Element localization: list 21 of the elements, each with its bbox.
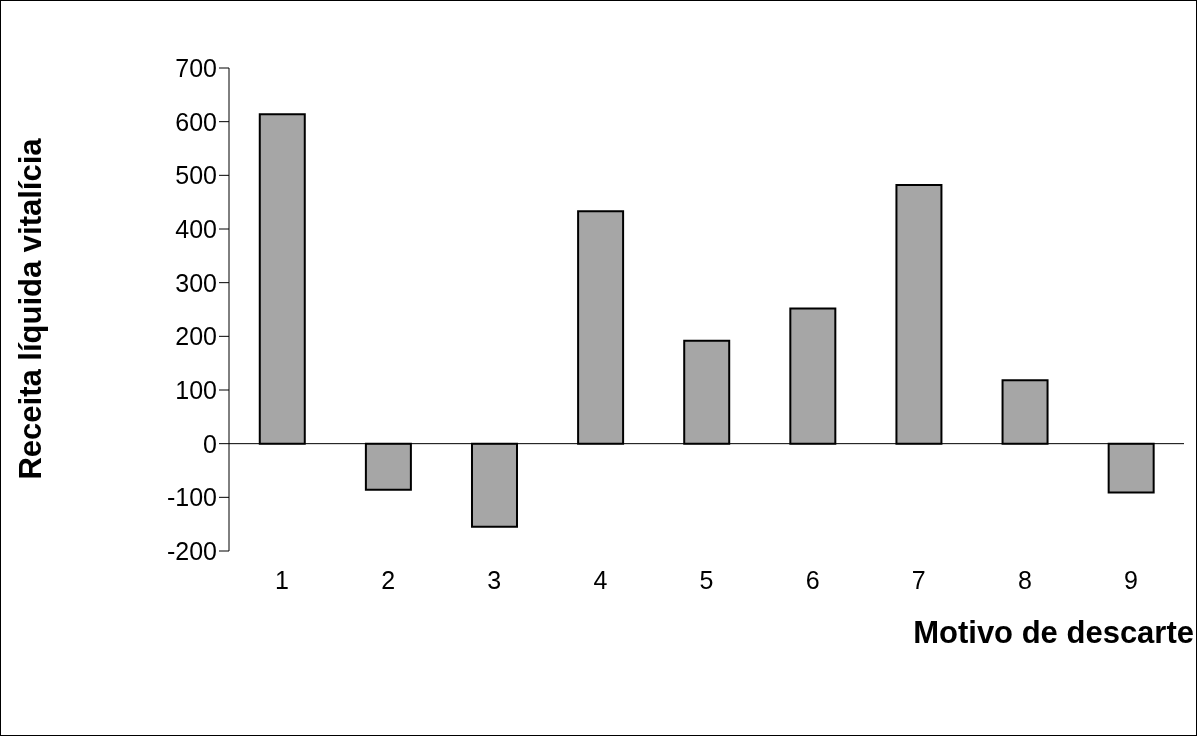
x-tick-label: 5: [699, 565, 714, 594]
y-tick-label: 500: [175, 161, 217, 190]
x-tick-label: 2: [381, 565, 396, 594]
y-tick-label: 0: [203, 429, 217, 458]
x-tick-label: 1: [275, 565, 290, 594]
x-tick-label: 6: [805, 565, 820, 594]
y-axis-title: Receita líquida vitalícia: [13, 138, 49, 480]
x-axis-title: Motivo de descarte: [913, 615, 1194, 651]
y-tick-label: -100: [166, 483, 217, 512]
x-tick-label: 8: [1017, 565, 1032, 594]
x-tick-label: 3: [487, 565, 502, 594]
y-tick-label: 100: [175, 375, 217, 404]
x-tick-label: 7: [911, 565, 926, 594]
x-tick-label: 4: [593, 565, 608, 594]
y-tick-label: 300: [175, 268, 217, 297]
y-tick-label: 700: [175, 53, 217, 82]
y-tick-label: 200: [175, 322, 217, 351]
x-tick-label: 9: [1123, 565, 1138, 594]
y-tick-label: 600: [175, 107, 217, 136]
y-tick-label: 400: [175, 214, 217, 243]
y-tick-label: -200: [166, 536, 217, 565]
